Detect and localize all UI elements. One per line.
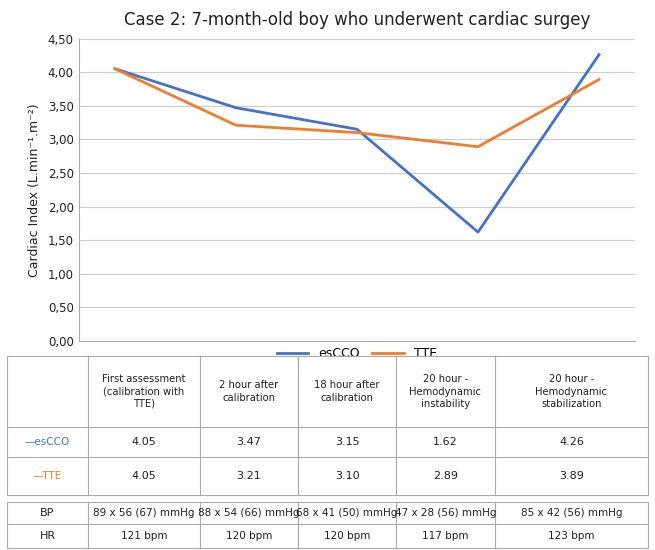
Text: —esCCO: —esCCO: [25, 437, 70, 447]
Text: 123 bpm: 123 bpm: [548, 531, 595, 541]
Text: 68 x 41 (50) mmHg: 68 x 41 (50) mmHg: [297, 508, 398, 518]
Text: 3.15: 3.15: [335, 437, 360, 447]
Text: 4.05: 4.05: [132, 471, 157, 481]
Text: HR: HR: [39, 531, 56, 541]
Text: 3.10: 3.10: [335, 471, 360, 481]
Text: 1.62: 1.62: [433, 437, 458, 447]
Legend: esCCO, TTE: esCCO, TTE: [272, 342, 442, 365]
Text: 2 hour after
calibration: 2 hour after calibration: [219, 381, 278, 403]
Text: 47 x 28 (56) mmHg: 47 x 28 (56) mmHg: [395, 508, 496, 518]
Bar: [7, 503, 648, 548]
Text: First assessment
(calibration with
TTE): First assessment (calibration with TTE): [102, 374, 186, 409]
Text: 120 bpm: 120 bpm: [226, 531, 272, 541]
Text: BP: BP: [41, 508, 54, 518]
Text: 20 hour -
Hemodynamic
stabilization: 20 hour - Hemodynamic stabilization: [536, 374, 607, 409]
Text: 20 hour -
Hemodynamic
instability: 20 hour - Hemodynamic instability: [409, 374, 481, 409]
Text: 89 x 56 (67) mmHg: 89 x 56 (67) mmHg: [94, 508, 195, 518]
Text: 3.89: 3.89: [559, 471, 584, 481]
Text: 117 bpm: 117 bpm: [422, 531, 468, 541]
Text: 3.21: 3.21: [236, 471, 261, 481]
Text: 4.05: 4.05: [132, 437, 157, 447]
Text: 18 hour after
calibration: 18 hour after calibration: [314, 381, 380, 403]
Text: 3.47: 3.47: [236, 437, 261, 447]
Title: Case 2: 7-month-old boy who underwent cardiac surgey: Case 2: 7-month-old boy who underwent ca…: [124, 10, 590, 29]
Text: 85 x 42 (56) mmHg: 85 x 42 (56) mmHg: [521, 508, 622, 518]
Y-axis label: Cardiac Index (L.min⁻¹.m⁻²): Cardiac Index (L.min⁻¹.m⁻²): [28, 103, 41, 277]
Text: 88 x 54 (66) mmHg: 88 x 54 (66) mmHg: [198, 508, 299, 518]
Text: 120 bpm: 120 bpm: [324, 531, 370, 541]
Text: 4.26: 4.26: [559, 437, 584, 447]
Text: 121 bpm: 121 bpm: [121, 531, 167, 541]
Text: 2.89: 2.89: [433, 471, 458, 481]
Text: —TTE: —TTE: [33, 471, 62, 481]
Bar: [7, 356, 648, 494]
